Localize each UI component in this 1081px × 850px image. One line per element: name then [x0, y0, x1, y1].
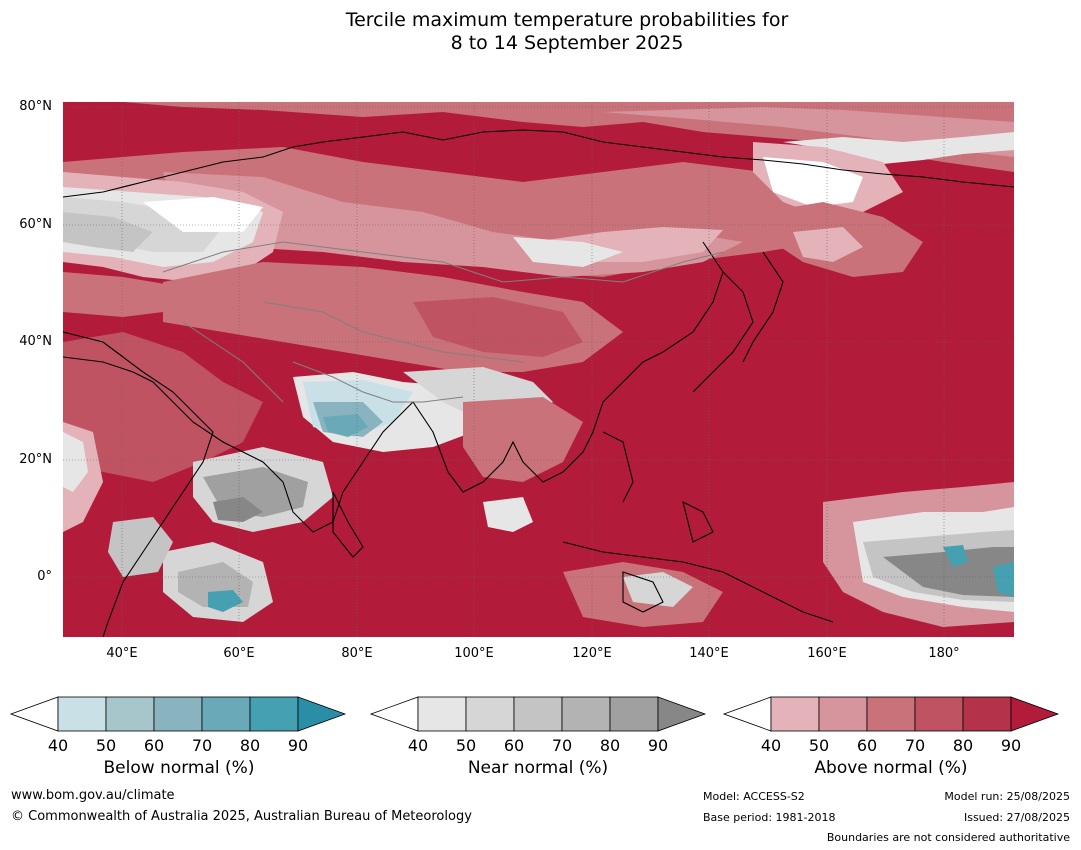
colorbar-above-normal	[723, 696, 1060, 732]
tick-label: 60	[856, 736, 878, 755]
tick-label: 80	[239, 736, 261, 755]
colorbar-max-extend	[297, 696, 347, 732]
colorbar-label-near: Near normal (%)	[467, 758, 609, 778]
base-period: Base period: 1981-2018	[703, 811, 836, 824]
middle-east-region	[63, 332, 263, 532]
title-line-1: Tercile maximum temperature probabilitie…	[345, 9, 789, 31]
tick-label: 70	[904, 736, 926, 755]
colorbar-swatch	[770, 696, 820, 732]
colorbar-swatch	[153, 696, 203, 732]
malaysia-region	[483, 497, 533, 532]
lon-label-180: 180°	[928, 646, 960, 661]
website-link[interactable]: www.bom.gov.au/climate	[11, 788, 175, 803]
boundaries-disclaimer: Boundaries are not considered authoritat…	[826, 831, 1070, 844]
lon-label-160e: 160°E	[807, 646, 847, 661]
tick-label: 40	[407, 736, 429, 755]
colorbar-max-extend	[657, 696, 707, 732]
colorbar-swatch	[105, 696, 155, 732]
title-line-2: 8 to 14 September 2025	[450, 32, 684, 54]
tick-label: 90	[647, 736, 669, 755]
indochina-region	[463, 397, 583, 482]
colorbar-label-below: Below normal (%)	[103, 758, 255, 778]
tibet-below-normal	[293, 372, 483, 452]
lon-label-60e: 60°E	[223, 646, 255, 661]
tick-label: 60	[503, 736, 525, 755]
colorbar-label-above: Above normal (%)	[814, 758, 968, 778]
tick-label: 40	[47, 736, 69, 755]
colorbar-min-extend	[370, 696, 419, 732]
tick-label: 50	[808, 736, 830, 755]
graticule	[63, 102, 1014, 637]
copyright-text: © Commonwealth of Australia 2025, Austra…	[11, 809, 472, 824]
russia-region	[63, 142, 903, 277]
lon-label-100e: 100°E	[454, 646, 494, 661]
colorbar-swatch	[818, 696, 868, 732]
colorbar-swatch	[465, 696, 515, 732]
colorbar-swatch	[914, 696, 964, 732]
colorbar-swatch	[609, 696, 659, 732]
pacific-near-normal	[823, 482, 1014, 627]
tick-label: 50	[95, 736, 117, 755]
issued-date: Issued: 27/08/2025	[963, 811, 1070, 824]
probability-map	[63, 102, 1014, 637]
okhotsk-region	[793, 227, 863, 262]
coastlines	[63, 129, 1014, 637]
lon-label-120e: 120°E	[572, 646, 612, 661]
tick-label: 80	[952, 736, 974, 755]
colorbar-swatch	[201, 696, 251, 732]
colorbar-swatch	[513, 696, 563, 732]
lat-label-60n: 60°N	[19, 217, 52, 232]
lat-label-40n: 40°N	[19, 334, 52, 349]
colorbar-below-normal	[10, 696, 347, 732]
colorbar-swatch	[962, 696, 1012, 732]
tick-label: 80	[599, 736, 621, 755]
model-name: Model: ACCESS-S2	[703, 790, 805, 803]
lat-label-80n: 80°N	[19, 99, 52, 114]
tick-label: 70	[551, 736, 573, 755]
tick-label: 50	[455, 736, 477, 755]
tick-label: 40	[760, 736, 782, 755]
colorbar-swatch	[57, 696, 107, 732]
arctic-region	[123, 102, 1014, 172]
tick-label: 70	[191, 736, 213, 755]
map-title: Tercile maximum temperature probabilitie…	[0, 9, 1081, 55]
colorbar-swatch	[866, 696, 916, 732]
colorbar-swatch	[417, 696, 467, 732]
model-run-date: Model run: 25/08/2025	[944, 790, 1070, 803]
borneo-region	[623, 572, 693, 607]
arabian-sea-region	[108, 447, 333, 622]
lat-label-0: 0°	[37, 569, 52, 584]
colorbar-min-extend	[723, 696, 772, 732]
tick-label: 60	[143, 736, 165, 755]
lon-label-80e: 80°E	[341, 646, 373, 661]
lat-label-20n: 20°N	[19, 452, 52, 467]
lon-label-40e: 40°E	[106, 646, 138, 661]
lon-label-140e: 140°E	[689, 646, 729, 661]
country-borders	[162, 241, 724, 403]
colorbar-min-extend	[10, 696, 59, 732]
tick-label: 90	[1000, 736, 1022, 755]
colorbar-near-normal	[370, 696, 707, 732]
western-region	[63, 172, 283, 317]
tick-label: 90	[287, 736, 309, 755]
colorbar-swatch	[561, 696, 611, 732]
colorbar-swatch	[249, 696, 299, 732]
colorbar-max-extend	[1010, 696, 1060, 732]
